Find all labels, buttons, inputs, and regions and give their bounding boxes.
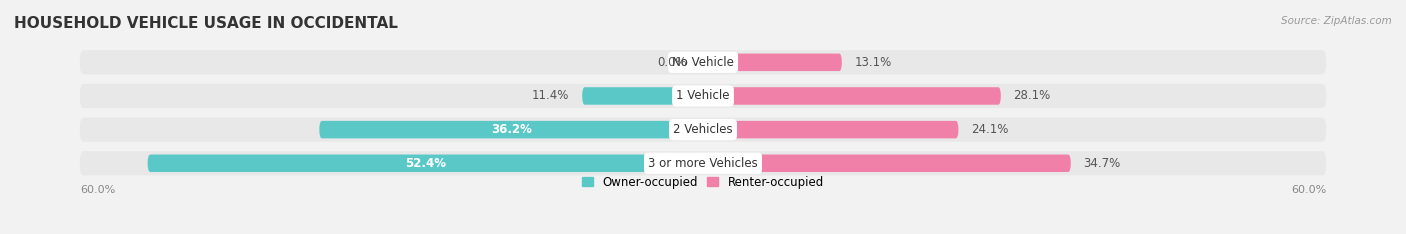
Text: 2 Vehicles: 2 Vehicles: [673, 123, 733, 136]
Text: 0.0%: 0.0%: [658, 56, 688, 69]
Text: 24.1%: 24.1%: [972, 123, 1008, 136]
FancyBboxPatch shape: [80, 151, 1326, 176]
Text: Source: ZipAtlas.com: Source: ZipAtlas.com: [1281, 16, 1392, 26]
FancyBboxPatch shape: [703, 121, 959, 138]
FancyBboxPatch shape: [703, 87, 1001, 105]
FancyBboxPatch shape: [703, 154, 1071, 172]
FancyBboxPatch shape: [80, 84, 1326, 108]
Text: 1 Vehicle: 1 Vehicle: [676, 89, 730, 102]
Text: 13.1%: 13.1%: [855, 56, 891, 69]
Text: 28.1%: 28.1%: [1014, 89, 1050, 102]
FancyBboxPatch shape: [582, 87, 703, 105]
Text: 36.2%: 36.2%: [491, 123, 531, 136]
Legend: Owner-occupied, Renter-occupied: Owner-occupied, Renter-occupied: [582, 176, 824, 189]
Text: 52.4%: 52.4%: [405, 157, 446, 170]
Text: 60.0%: 60.0%: [80, 185, 115, 194]
FancyBboxPatch shape: [319, 121, 703, 138]
FancyBboxPatch shape: [80, 117, 1326, 142]
Text: HOUSEHOLD VEHICLE USAGE IN OCCIDENTAL: HOUSEHOLD VEHICLE USAGE IN OCCIDENTAL: [14, 16, 398, 31]
Text: 11.4%: 11.4%: [531, 89, 569, 102]
Text: 60.0%: 60.0%: [1291, 185, 1326, 194]
Text: 3 or more Vehicles: 3 or more Vehicles: [648, 157, 758, 170]
FancyBboxPatch shape: [703, 54, 842, 71]
FancyBboxPatch shape: [148, 154, 703, 172]
Text: No Vehicle: No Vehicle: [672, 56, 734, 69]
Text: 34.7%: 34.7%: [1084, 157, 1121, 170]
FancyBboxPatch shape: [80, 50, 1326, 74]
